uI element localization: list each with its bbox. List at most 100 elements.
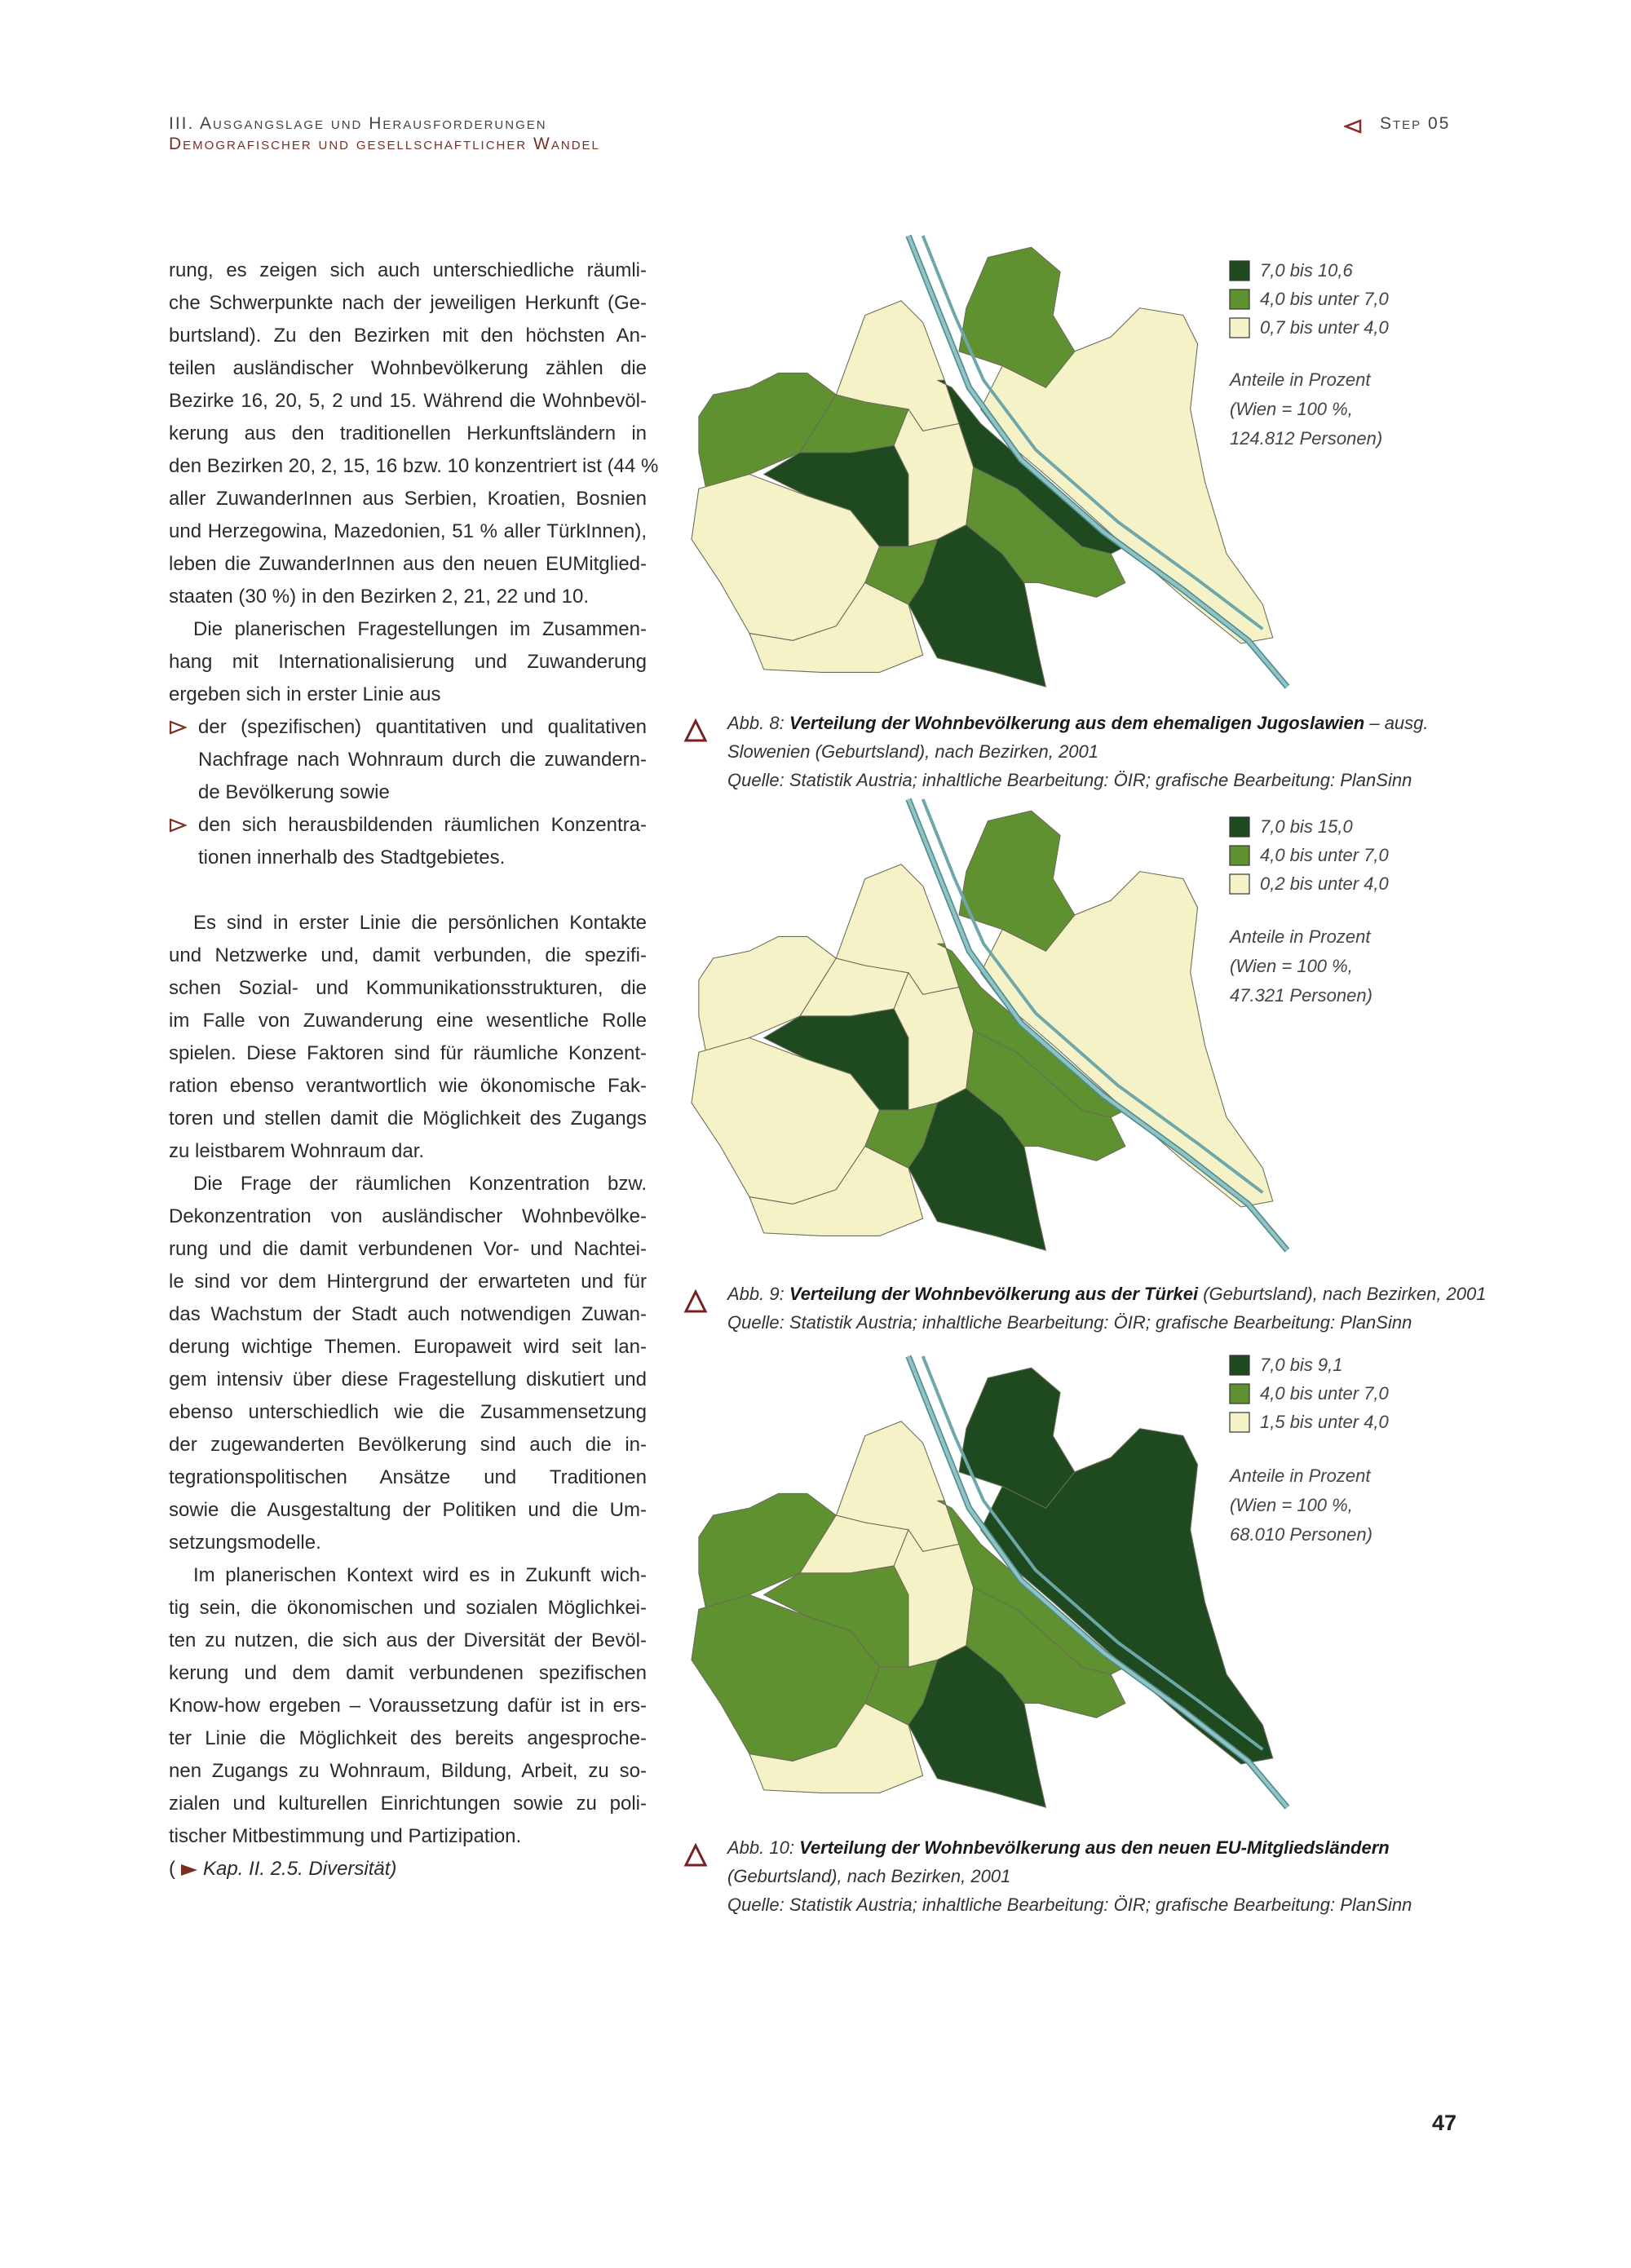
- text-line: derung wichtige Themen. Europaweit wird …: [169, 1336, 647, 1358]
- text-line: und Herzegowina, Mazedonien, 51 % aller …: [169, 520, 647, 542]
- page-number: 47: [1432, 2111, 1457, 2135]
- legend-label: 7,0 bis 10,6: [1260, 260, 1353, 281]
- reference-arrow: [181, 1863, 197, 1876]
- caption-label: Abb. 9:: [727, 1284, 785, 1304]
- legend-note: (Wien = 100 %,: [1230, 1495, 1353, 1515]
- paragraph: Im planerischen Kontext wird es in Zukun…: [169, 1559, 647, 1853]
- text-line: ten zu nutzen, die sich aus der Diversit…: [169, 1629, 647, 1651]
- district: [749, 1702, 924, 1793]
- paragraph: Die Frage der räumlichen Konzentration b…: [169, 1168, 647, 1559]
- legend-note: (Wien = 100 %,: [1230, 956, 1353, 976]
- text-line: Es sind in erster Linie die persönlichen…: [193, 912, 647, 934]
- legend-swatch: [1229, 260, 1250, 281]
- legend-note: Anteile in Prozent: [1230, 926, 1371, 947]
- text-line: nen Zugangs zu Wohnraum, Bildung, Arbeit…: [169, 1760, 647, 1782]
- text-line: aller ZuwanderInnen aus Serbien, Kroatie…: [169, 488, 647, 510]
- district: [908, 1087, 1047, 1251]
- legend-note: Anteile in Prozent: [1230, 1466, 1371, 1486]
- text-line: teilen ausländischer Wohnbevölkerung zäh…: [169, 357, 647, 379]
- legend-note: 47.321 Personen): [1230, 985, 1372, 1006]
- legend-swatch: [1229, 1355, 1250, 1376]
- reference: (Kap. II. 2.5. Diversität): [169, 1853, 647, 1886]
- step-icon: [1344, 119, 1362, 134]
- district: [958, 246, 1076, 388]
- reference-text: Kap. II. 2.5. Diversität): [203, 1858, 397, 1880]
- caption-line: Slowenien (Geburtsland), nach Bezirken, …: [727, 741, 1098, 762]
- text-line: der zugewanderten Bevölkerung sind auch …: [169, 1434, 647, 1456]
- caption-triangle: [683, 718, 708, 742]
- legend-note: 124.812 Personen): [1230, 428, 1383, 449]
- text-line: le sind vor dem Hintergrund der erwartet…: [169, 1271, 647, 1293]
- caption-icon: [683, 718, 708, 742]
- district: [958, 810, 1076, 952]
- caption-icon: [683, 1289, 708, 1313]
- caption-rest: – ausg.: [1369, 713, 1429, 733]
- legend-label: 0,7 bis unter 4,0: [1260, 317, 1389, 338]
- district: [979, 307, 1274, 644]
- text-line: rung, es zeigen sich auch unterschiedlic…: [169, 259, 647, 281]
- text-line: staaten (30 %) in den Bezirken 2, 21, 22…: [169, 586, 590, 608]
- legend-swatch: [1229, 845, 1250, 866]
- text-line: ebenso unterschiedlich wie die Zusammens…: [169, 1401, 647, 1423]
- caption-title: Verteilung der Wohnbevölkerung aus den n…: [799, 1837, 1390, 1858]
- header-title: III. Ausgangslage und Herausforderungen: [169, 114, 547, 133]
- text-line: ergeben sich in erster Linie aus: [169, 683, 441, 705]
- river-danube-inner: [906, 1355, 1289, 1809]
- bullet-icon: [169, 818, 187, 833]
- reference-icon: [181, 1863, 197, 1876]
- legend-label: 0,2 bis unter 4,0: [1260, 873, 1389, 894]
- river-danube-inner: [906, 235, 1289, 688]
- map: [691, 234, 1290, 689]
- paragraph: Es sind in erster Linie die persönlichen…: [169, 907, 647, 1168]
- text-line: spielen. Diese Faktoren sind für räumlic…: [169, 1042, 647, 1064]
- text-line: tegrationspolitischen Ansätze und Tradit…: [169, 1466, 647, 1488]
- district: [749, 1145, 924, 1236]
- river-new-danube: [921, 235, 1264, 630]
- river-new-danube: [921, 1355, 1264, 1751]
- paragraph: Die planerischen Fragestellungen im Zusa…: [169, 613, 647, 711]
- text-line: kerung und dem damit verbundenen spezifi…: [169, 1662, 647, 1684]
- river-danube-inner: [906, 798, 1289, 1252]
- caption-line: (Geburtsland), nach Bezirken, 2001: [727, 1866, 1011, 1886]
- caption-label: Abb. 8:: [727, 713, 785, 733]
- text-line: Nachfrage nach Wohnraum durch die zuwand…: [198, 749, 647, 771]
- caption-rest: (Geburtsland), nach Bezirken, 2001: [1203, 1284, 1487, 1304]
- text-line: und Netzwerke und, damit verbunden, die …: [169, 944, 647, 966]
- legend-swatch: [1229, 1383, 1250, 1404]
- caption-triangle: [683, 1843, 708, 1867]
- paragraph: der (spezifischen) quantitativen und qua…: [169, 711, 647, 809]
- text-line: Im planerischen Kontext wird es in Zukun…: [193, 1564, 647, 1586]
- map: [691, 1355, 1290, 1810]
- text-line: ration ebenso verantwortlich wie ökonomi…: [169, 1075, 647, 1097]
- paragraph: rung, es zeigen sich auch unterschiedlic…: [169, 254, 658, 613]
- text-line: toren und stellen damit die Möglichkeit …: [169, 1107, 647, 1130]
- text-line: der (spezifischen) quantitativen und qua…: [169, 711, 647, 744]
- caption-line: Quelle: Statistik Austria; inhaltliche B…: [727, 1894, 1412, 1915]
- legend-swatch: [1229, 317, 1250, 338]
- text-line: Know-how ergeben – Voraussetzung dafür i…: [169, 1695, 647, 1717]
- caption-line: Abb. 10: Verteilung der Wohnbevölkerung …: [727, 1834, 1390, 1862]
- bullet-shape: [169, 818, 187, 833]
- text-line: kerung aus den traditionellen Herkunftsl…: [169, 422, 647, 444]
- caption-label: Abb. 10:: [727, 1837, 794, 1858]
- text-line: das Wachstum der Stadt auch notwendigen …: [169, 1303, 647, 1325]
- text-line: Dekonzentration von ausländischer Wohnbe…: [169, 1205, 647, 1227]
- district: [749, 581, 924, 673]
- text-line: im Falle von Zuwanderung eine wesentlich…: [169, 1010, 647, 1032]
- bullet-icon: [169, 720, 187, 735]
- legend-swatch: [1229, 289, 1250, 310]
- text-line: ter Linie die Möglichkeit des bereits an…: [169, 1727, 647, 1749]
- text-line: gem intensiv über diese Fragestellung di…: [169, 1368, 647, 1390]
- district: [979, 1428, 1274, 1765]
- district: [958, 1367, 1076, 1509]
- text-line: setzungsmodelle.: [169, 1532, 321, 1554]
- bullet-shape: [169, 720, 187, 735]
- text-line: zialen und kulturellen Einrichtungen sow…: [169, 1793, 647, 1815]
- text-line: zu leistbarem Wohnraum dar.: [169, 1140, 425, 1162]
- text-line: tionen innerhalb des Stadtgebietes.: [198, 847, 506, 869]
- legend-note: (Wien = 100 %,: [1230, 399, 1353, 419]
- text-line: Die Frage der räumlichen Konzentration b…: [193, 1173, 647, 1195]
- header-subtitle: Demografischer und gesellschaftlicher Wa…: [169, 135, 600, 153]
